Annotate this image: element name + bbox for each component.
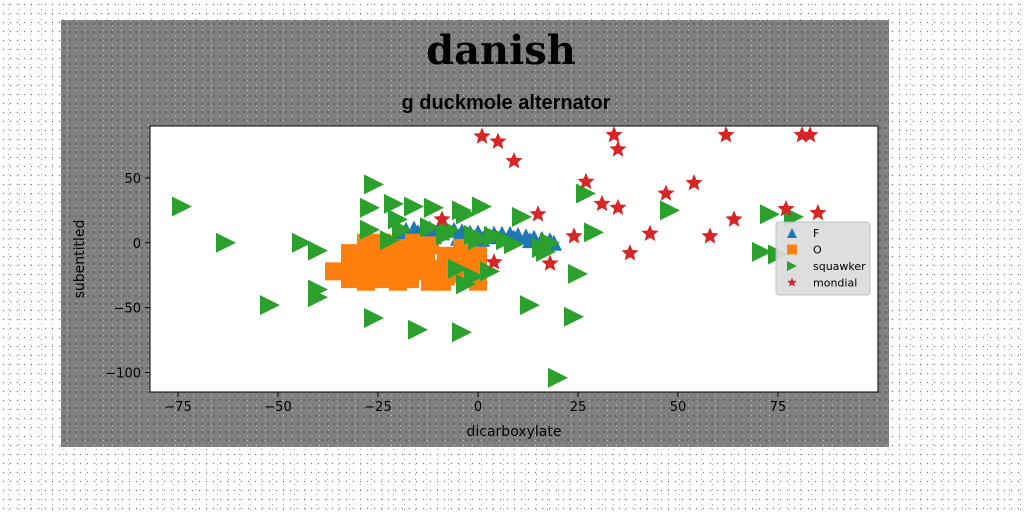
y-axis: −100 −50 0 50 xyxy=(105,172,150,382)
data-point xyxy=(464,224,484,245)
data-point xyxy=(325,262,343,281)
data-point xyxy=(760,204,780,225)
x-tick-label: 50 xyxy=(670,400,687,415)
y-tick-label: −100 xyxy=(105,367,141,382)
data-point xyxy=(424,197,444,218)
data-point xyxy=(216,232,236,253)
data-point xyxy=(489,132,507,149)
data-point xyxy=(548,367,568,388)
data-point xyxy=(565,227,583,244)
data-point xyxy=(536,241,556,262)
data-point xyxy=(609,140,627,157)
data-point xyxy=(685,174,703,191)
data-point xyxy=(605,126,623,143)
data-point xyxy=(568,263,588,284)
data-point xyxy=(577,172,595,190)
chart-subtitle: g duckmole alternator xyxy=(402,92,611,114)
x-axis: −75 −50 −25 0 25 50 75 xyxy=(164,392,786,415)
data-point xyxy=(292,232,312,253)
legend-label: O xyxy=(813,244,822,257)
figure-panel: danish g duckmole alternator −75 −50 −25 0 2… xyxy=(61,20,889,447)
data-point xyxy=(389,272,407,291)
data-point xyxy=(172,196,192,217)
data-point xyxy=(504,234,524,255)
legend-marker xyxy=(787,228,797,238)
data-point xyxy=(384,193,404,214)
data-point xyxy=(541,254,559,271)
legend-marker xyxy=(787,277,797,287)
data-point xyxy=(657,184,675,201)
data-point xyxy=(364,174,384,195)
x-axis-label: dicarboxylate xyxy=(467,424,562,440)
data-point xyxy=(380,230,400,251)
data-point xyxy=(408,319,428,340)
data-point xyxy=(448,258,468,279)
x-tick-label: −25 xyxy=(364,400,391,415)
data-point xyxy=(433,210,451,227)
data-point xyxy=(564,306,584,327)
data-point xyxy=(308,240,328,261)
y-tick-label: 0 xyxy=(133,237,141,252)
data-point xyxy=(260,295,280,316)
data-point xyxy=(609,198,627,215)
chart-title: danish xyxy=(426,27,576,74)
data-point xyxy=(512,206,532,227)
scatter-chart: danish g duckmole alternator −75 −50 −25 0 2… xyxy=(72,27,879,440)
data-point xyxy=(389,238,407,257)
data-point xyxy=(777,200,795,217)
data-point xyxy=(621,244,639,261)
data-point xyxy=(421,272,439,291)
x-tick-label: 75 xyxy=(770,400,787,415)
legend-label: mondial xyxy=(813,277,857,290)
data-point xyxy=(360,219,380,240)
data-point xyxy=(341,244,359,263)
data-point xyxy=(505,152,523,169)
data-point xyxy=(405,233,423,252)
y-tick-label: −50 xyxy=(114,302,141,317)
data-point xyxy=(360,197,380,218)
data-point xyxy=(420,217,440,238)
data-points xyxy=(172,126,827,388)
legend-label: squawker xyxy=(813,260,866,273)
data-point xyxy=(660,200,680,221)
legend-marker xyxy=(787,261,797,271)
x-tick-label: −50 xyxy=(264,400,291,415)
data-point xyxy=(701,227,719,244)
x-tick-label: −75 xyxy=(164,400,191,415)
data-point xyxy=(456,204,476,225)
data-point xyxy=(484,226,504,247)
legend-box xyxy=(775,221,871,296)
data-point xyxy=(717,126,735,143)
data-point xyxy=(801,126,819,143)
data-point xyxy=(485,253,503,270)
data-point xyxy=(392,219,412,240)
data-point xyxy=(529,205,547,222)
data-point xyxy=(480,261,500,282)
data-point xyxy=(421,236,439,255)
data-point xyxy=(464,266,484,287)
data-point xyxy=(469,246,487,265)
legend-marker xyxy=(787,244,797,255)
data-point xyxy=(308,287,328,308)
y-tick-label: 50 xyxy=(124,172,141,187)
data-point xyxy=(364,308,384,329)
data-point xyxy=(404,196,424,217)
data-point xyxy=(725,210,743,227)
legend-label: F xyxy=(813,227,819,240)
data-point xyxy=(584,222,604,243)
series-mondial xyxy=(433,126,827,271)
data-point xyxy=(472,196,492,217)
data-point xyxy=(593,194,611,212)
data-point xyxy=(520,295,540,316)
data-point xyxy=(809,203,827,221)
x-tick-label: 25 xyxy=(570,400,587,415)
x-tick-label: 0 xyxy=(474,400,482,415)
data-point xyxy=(452,322,472,343)
data-point xyxy=(641,224,659,241)
data-point xyxy=(752,241,772,262)
y-axis-label: subentitled xyxy=(72,220,88,299)
data-point xyxy=(473,127,491,144)
